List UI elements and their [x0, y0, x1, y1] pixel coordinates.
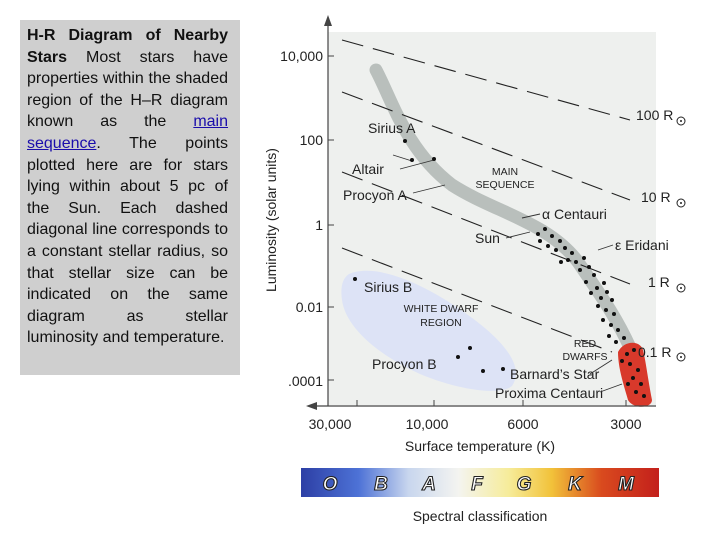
- radius-line-10: [341, 91, 631, 201]
- main-sequence-label: MAIN: [492, 166, 518, 178]
- y-tick-label: 0.01: [296, 299, 323, 315]
- sun-symbol-icons: [676, 116, 686, 362]
- main-sequence-link[interactable]: main sequence: [27, 113, 229, 152]
- spectral-class-f: F: [471, 474, 484, 495]
- spectral-class-k: K: [568, 474, 583, 495]
- star-label-procyon-b: Procyon B: [372, 356, 437, 372]
- radius-label-10: 10 R: [641, 189, 671, 205]
- caption-title: H-R Diagram of Nearby Stars: [27, 27, 228, 66]
- caption-text: H-R Diagram of Nearby Stars Most stars h…: [27, 25, 228, 349]
- x-tick-label: 30,000: [309, 416, 352, 432]
- caption-panel: H-R Diagram of Nearby Stars Most stars h…: [20, 20, 240, 375]
- star-label-sirius-b: Sirius B: [364, 279, 412, 295]
- spectral-class-a: A: [421, 474, 436, 495]
- radius-label-1: 1 R: [648, 274, 670, 290]
- y-tick-label: 1: [315, 217, 323, 233]
- white-dwarf-region: [341, 270, 516, 391]
- star-label-proxima-centauri: Proxima Centauri: [495, 385, 603, 401]
- x-axis-arrow-icon: [306, 402, 317, 410]
- y-tick-label: 10,000: [280, 48, 323, 64]
- star-points: [353, 139, 646, 398]
- spectral-classification-label: Spectral classification: [413, 508, 548, 524]
- star-label-alpha-centauri: α Centauri: [542, 206, 607, 222]
- spectral-color-bar: [301, 468, 659, 497]
- radius-line-0.1: [341, 247, 613, 353]
- white-dwarf-label: REGION: [420, 317, 461, 329]
- red-dwarfs-label: RED: [574, 338, 597, 350]
- radius-line-1: [341, 171, 631, 285]
- spectral-class-b: B: [374, 474, 388, 495]
- radius-lines: [341, 39, 631, 353]
- star-label-sun: Sun: [475, 230, 500, 246]
- red-dwarfs-label: DWARFS: [562, 351, 607, 363]
- red-dwarf-region: [618, 342, 652, 407]
- y-axis-arrow-icon: [324, 15, 332, 26]
- star-label-barnards-star: Barnard’s Star: [510, 366, 600, 382]
- caption-body-end: . The points plotted here are for stars …: [27, 134, 228, 347]
- spectral-class-m: M: [618, 474, 635, 495]
- x-tick-label: 10,000: [406, 416, 449, 432]
- main-sequence-label: SEQUENCE: [476, 179, 535, 191]
- star-label-epsilon-eridani: ε Eridani: [615, 237, 669, 253]
- star-label-altair: Altair: [352, 161, 384, 177]
- star-label-procyon-a: Procyon A: [343, 187, 407, 203]
- spectral-class-g: G: [517, 474, 532, 495]
- spectral-class-o: O: [323, 474, 338, 495]
- white-dwarf-label: WHITE DWARF: [404, 303, 479, 315]
- axes: [312, 24, 656, 407]
- star-label-sirius-a: Sirius A: [368, 120, 416, 136]
- radius-label-0.1: 0.1 R: [638, 344, 671, 360]
- x-tick-label: 3000: [610, 416, 641, 432]
- y-tick-label: .0001: [288, 373, 323, 389]
- y-axis-label: Luminosity (solar units): [263, 148, 279, 292]
- main-sequence-band: [369, 63, 639, 359]
- caption-body: Most stars have properties within the sh…: [27, 48, 228, 131]
- y-tick-label: 100: [300, 132, 324, 148]
- radius-line-100: [341, 39, 631, 121]
- radius-label-100: 100 R: [636, 107, 673, 123]
- x-axis-label: Surface temperature (K): [405, 438, 555, 454]
- x-tick-label: 6000: [507, 416, 538, 432]
